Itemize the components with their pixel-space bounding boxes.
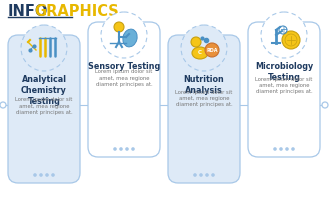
Circle shape <box>119 147 123 151</box>
Circle shape <box>191 37 201 47</box>
Text: +: + <box>279 25 287 35</box>
Circle shape <box>261 12 307 58</box>
Circle shape <box>273 147 277 151</box>
Circle shape <box>279 147 283 151</box>
Circle shape <box>33 173 37 177</box>
Text: C: C <box>198 50 202 55</box>
Text: Lorem ipsum dolor sit
amet, mea regione
diament principes at.: Lorem ipsum dolor sit amet, mea regione … <box>95 70 153 87</box>
Circle shape <box>285 147 289 151</box>
Circle shape <box>21 25 67 71</box>
Circle shape <box>0 102 6 108</box>
Text: Microbiology
Testing: Microbiology Testing <box>255 62 313 82</box>
Circle shape <box>205 43 219 57</box>
Text: GRAPHICS: GRAPHICS <box>34 4 119 20</box>
Text: Lorem ipsum dolor sit
amet, mea regione
diament principes at.: Lorem ipsum dolor sit amet, mea regione … <box>175 90 233 107</box>
Circle shape <box>114 22 124 32</box>
Text: Lorem ipsum dolor sit
amet, mea regione
diament principes at.: Lorem ipsum dolor sit amet, mea regione … <box>255 77 313 94</box>
Circle shape <box>291 147 295 151</box>
FancyBboxPatch shape <box>8 35 80 183</box>
FancyBboxPatch shape <box>248 22 320 157</box>
Text: INFO: INFO <box>8 4 48 20</box>
Circle shape <box>205 173 209 177</box>
Text: Nutrition
Analysis: Nutrition Analysis <box>184 75 224 95</box>
Circle shape <box>101 12 147 58</box>
Text: RDA: RDA <box>206 47 218 52</box>
Circle shape <box>45 173 49 177</box>
Circle shape <box>51 173 55 177</box>
Circle shape <box>181 25 227 71</box>
Circle shape <box>199 173 203 177</box>
Circle shape <box>39 173 43 177</box>
Ellipse shape <box>192 47 208 59</box>
FancyBboxPatch shape <box>88 22 160 157</box>
Circle shape <box>125 147 129 151</box>
Text: Sensory Testing: Sensory Testing <box>88 62 160 71</box>
Circle shape <box>193 173 197 177</box>
Text: Analytical
Chemistry
Testing: Analytical Chemistry Testing <box>21 75 67 106</box>
Circle shape <box>131 147 135 151</box>
Circle shape <box>113 147 117 151</box>
Circle shape <box>282 31 300 49</box>
Ellipse shape <box>123 29 137 47</box>
Circle shape <box>211 173 215 177</box>
Text: Lorem ipsum dolor sit
amet, mea regione
diament principes at.: Lorem ipsum dolor sit amet, mea regione … <box>15 98 73 115</box>
Circle shape <box>322 102 328 108</box>
FancyBboxPatch shape <box>168 35 240 183</box>
